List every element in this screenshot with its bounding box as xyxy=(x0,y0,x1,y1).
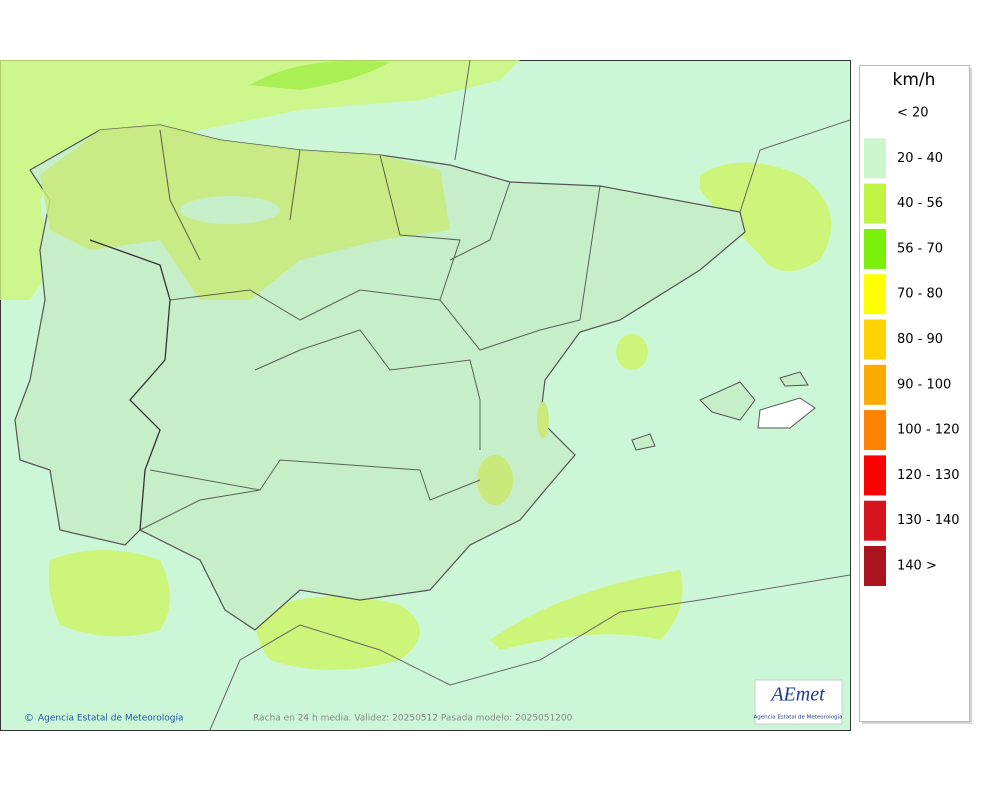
logo-box xyxy=(754,679,843,725)
legend-label: 70 - 80 xyxy=(897,287,943,302)
legend-swatch xyxy=(864,500,886,541)
legend-label: 90 - 100 xyxy=(897,377,951,392)
logo: AEmet xyxy=(769,684,825,706)
wind-zone xyxy=(250,60,390,90)
wind-zone xyxy=(537,402,549,438)
island xyxy=(631,433,656,451)
footer-caption: Racha en 24 h media. Validez: 20250512 P… xyxy=(253,714,573,724)
legend-swatch xyxy=(864,364,886,405)
country-border xyxy=(89,239,171,531)
africa-coast xyxy=(209,574,851,731)
legend-swatch xyxy=(864,183,886,224)
land-calm xyxy=(180,196,280,224)
legend-label: 40 - 56 xyxy=(897,196,943,211)
legend-label: 20 - 40 xyxy=(897,151,943,166)
france-coast xyxy=(454,59,851,213)
legend-label: 80 - 90 xyxy=(897,332,943,347)
legend: km/h < 20 20 - 40 40 - 56 56 - 70 70 - 80 80 … xyxy=(859,65,972,724)
legend-swatch xyxy=(864,93,886,133)
wind-zone xyxy=(0,60,520,300)
legend-label: 140 > xyxy=(897,559,937,574)
legend-label: < 20 xyxy=(897,106,929,121)
legend-swatch xyxy=(864,455,886,496)
region-border xyxy=(139,129,601,531)
wind-zone xyxy=(490,570,683,650)
legend-label: 130 - 140 xyxy=(897,513,960,528)
legend-swatch xyxy=(864,546,886,586)
wind-zone xyxy=(477,455,513,505)
wind-zone xyxy=(48,550,170,637)
legend-label: 56 - 70 xyxy=(897,241,943,256)
map: © Agencia Estatal de Meteorología Racha … xyxy=(0,59,851,731)
island xyxy=(779,371,809,387)
wind-zone xyxy=(256,596,420,670)
legend-swatch xyxy=(864,228,886,269)
legend-swatch xyxy=(864,274,886,315)
copyright-icon: © xyxy=(24,713,34,724)
footer-credit: Agencia Estatal de Meteorología xyxy=(38,714,184,724)
logo-subtitle: Agencia Estatal de Meteorología xyxy=(754,714,843,721)
legend-label: 120 - 130 xyxy=(897,468,960,483)
wind-zone xyxy=(616,334,648,370)
legend-label: 100 - 120 xyxy=(897,423,960,438)
legend-swatch xyxy=(864,138,886,179)
legend-swatch xyxy=(864,410,886,451)
legend-swatch xyxy=(864,319,886,360)
legend-title: km/h xyxy=(893,70,936,90)
island xyxy=(699,381,756,421)
wind-zone xyxy=(700,162,832,272)
island xyxy=(757,397,816,429)
